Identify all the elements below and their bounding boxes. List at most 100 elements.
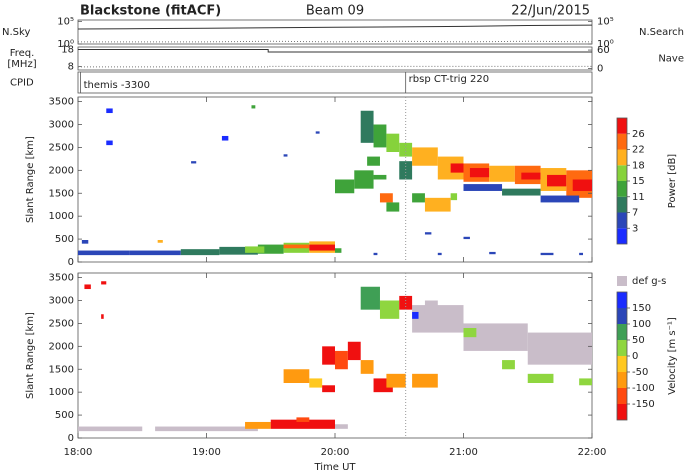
y-tick-label: 1500 <box>49 364 74 375</box>
data-cell <box>540 252 554 256</box>
x-axis-label: Time UT <box>313 462 356 473</box>
series-line <box>77 24 593 30</box>
date-label: 22/Jun/2015 <box>511 4 590 19</box>
x-tick-label: 19:00 <box>192 447 221 458</box>
data-cell <box>579 378 592 386</box>
colorbar-tick-label: -150 <box>632 399 655 410</box>
data-cell <box>347 341 361 361</box>
data-cell <box>283 244 310 249</box>
y-axis-label: Freq. <box>10 48 35 59</box>
data-cell <box>354 170 374 189</box>
data-cell <box>309 378 323 388</box>
x-tick-label: 21:00 <box>449 447 478 458</box>
data-cell <box>424 232 432 235</box>
data-cell <box>245 421 271 429</box>
data-cell <box>360 110 374 143</box>
data-cell <box>315 131 320 134</box>
colorbar-tick-label: 50 <box>632 335 645 346</box>
data-cell <box>373 174 387 180</box>
colorbar-band <box>617 133 627 150</box>
data-cell <box>379 300 400 319</box>
y-tick-label: 1000 <box>49 387 74 398</box>
y-tick-label: 18 <box>61 45 74 56</box>
colorbar-band <box>617 308 627 324</box>
colorbar-band <box>617 388 627 404</box>
data-cell <box>106 108 113 114</box>
data-cell <box>180 249 220 256</box>
y-tick-label: 3000 <box>49 120 74 131</box>
data-cell <box>191 161 197 164</box>
ground-scatter-cell <box>78 426 143 432</box>
y2-axis-label: N.Search <box>639 27 684 38</box>
data-cell <box>521 172 541 180</box>
colorbar-label: Velocity [m s⁻¹] <box>667 317 678 395</box>
data-cell <box>463 184 503 191</box>
colorbar-band <box>617 324 627 340</box>
colorbar-label: Power [dB] <box>667 154 678 209</box>
data-cell <box>335 248 342 253</box>
data-cell <box>540 195 580 203</box>
cpid-label: themis -3300 <box>84 80 150 91</box>
ground-scatter-swatch <box>617 276 627 286</box>
ground-scatter-cell <box>527 332 592 365</box>
colorbar-tick-label: 22 <box>632 145 645 156</box>
y-axis-label: CPID <box>10 78 34 89</box>
y-tick-label: 500 <box>55 410 74 421</box>
series-line <box>78 40 593 43</box>
y-tick-label: 1000 <box>49 211 74 222</box>
colorbar-tick-label: 18 <box>632 160 645 171</box>
colorbar-band <box>617 356 627 372</box>
data-cell <box>245 246 265 253</box>
y-tick-label: 0 <box>68 257 74 268</box>
y-tick-label: 8 <box>68 62 74 73</box>
y-tick-label: 1500 <box>49 188 74 199</box>
data-cell <box>502 360 515 370</box>
data-cell <box>251 105 256 109</box>
y-tick-label: 10⁵ <box>57 16 74 27</box>
data-cell <box>527 373 554 383</box>
data-cell <box>221 135 229 141</box>
data-cell <box>322 346 335 365</box>
colorbar-band <box>617 340 627 356</box>
colorbar-band <box>617 372 627 388</box>
colorbar-band <box>617 118 627 134</box>
data-cell <box>450 163 464 173</box>
data-cell <box>309 244 335 251</box>
colorbar-tick-label: 100 <box>632 319 651 330</box>
colorbar-band <box>617 212 627 229</box>
data-cell <box>489 251 496 255</box>
y-axis-label: N.Sky <box>2 27 30 38</box>
data-cell <box>412 193 425 203</box>
y-tick-label: 2500 <box>49 318 74 329</box>
beam-label: Beam 09 <box>306 4 364 19</box>
colorbar-tick-label: 15 <box>632 176 645 187</box>
y-tick-label: 0 <box>68 433 74 444</box>
y-axis-label: [MHz] <box>7 59 36 70</box>
y-tick-label: 3000 <box>49 296 74 307</box>
y-tick-label: 2500 <box>49 142 74 153</box>
y-tick-label: 2000 <box>49 341 74 352</box>
y-tick-label: 10⁰ <box>57 39 74 50</box>
data-cell <box>469 168 490 178</box>
colorbar-band <box>617 149 627 166</box>
data-cell <box>379 193 393 203</box>
data-cell <box>360 286 380 310</box>
data-cell <box>463 236 470 240</box>
colorbar-band <box>617 181 627 197</box>
y-tick-label: 500 <box>55 234 74 245</box>
y-tick-label: 3500 <box>49 97 74 108</box>
colorbar-tick-label: 150 <box>632 303 651 314</box>
data-cell <box>463 328 477 338</box>
data-cell <box>84 284 91 290</box>
y2-tick-label: 10⁵ <box>597 16 614 27</box>
data-cell <box>283 369 310 383</box>
y-tick-label: 2000 <box>49 165 74 176</box>
data-cell <box>129 250 181 256</box>
y2-tick-label: 10⁰ <box>597 39 614 50</box>
data-cell <box>270 419 335 429</box>
station-title: Blackstone (fitACF) <box>80 4 221 19</box>
colorbar-tick-label: 0 <box>632 351 638 362</box>
data-cell <box>322 385 335 393</box>
series-line <box>78 65 592 68</box>
